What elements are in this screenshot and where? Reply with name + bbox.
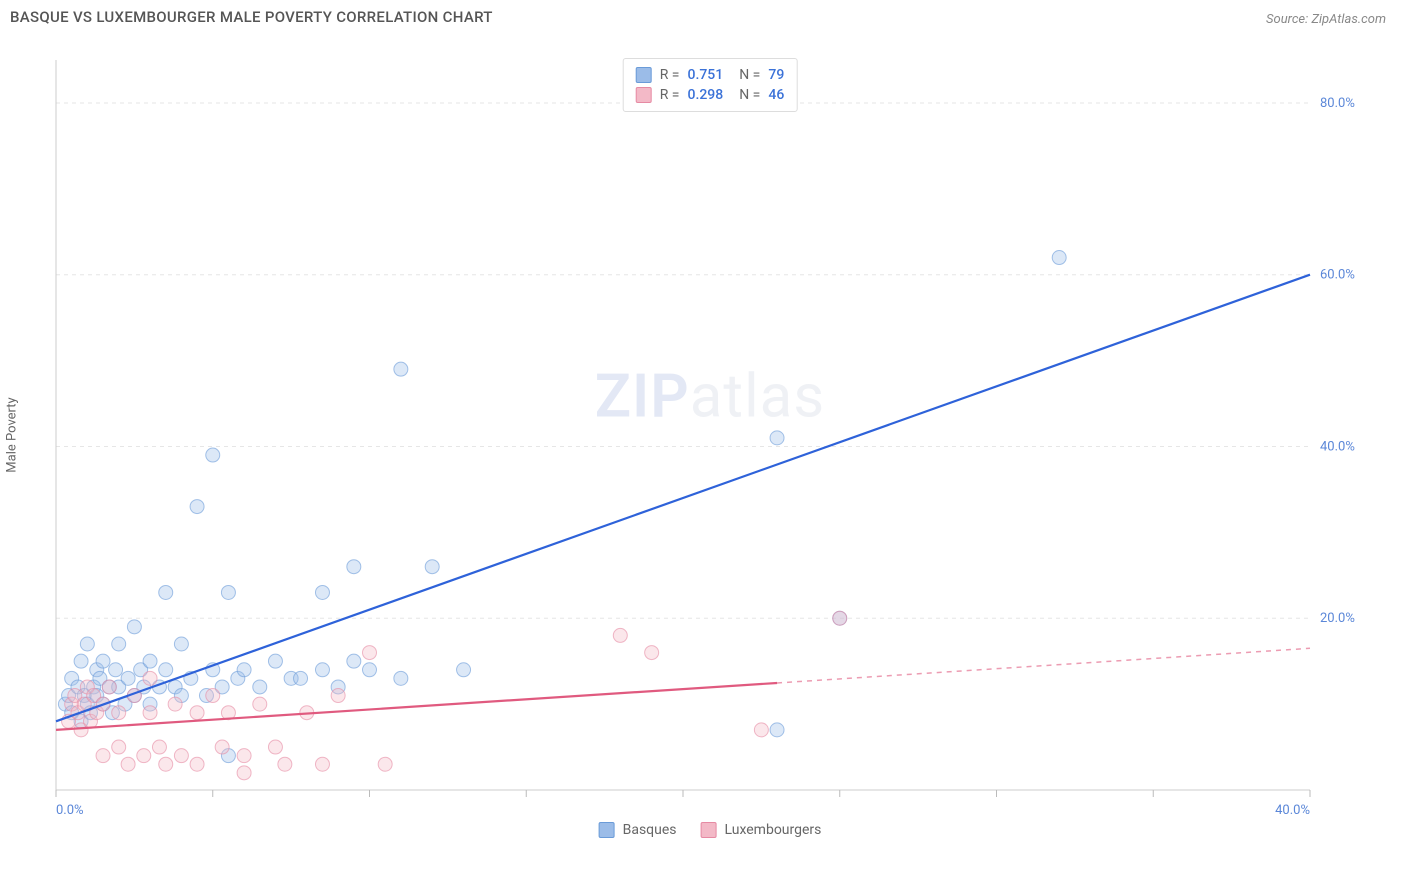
series-legend: Basques Luxembourgers (599, 822, 822, 838)
data-point (96, 749, 110, 763)
data-point (613, 628, 627, 642)
data-point (394, 671, 408, 685)
data-point (112, 706, 126, 720)
data-point (237, 766, 251, 780)
regression-line (56, 275, 1310, 722)
data-point (457, 663, 471, 677)
source-value: ZipAtlas.com (1311, 12, 1386, 27)
data-point (253, 680, 267, 694)
chart-title: BASQUE VS LUXEMBOURGER MALE POVERTY CORR… (10, 8, 493, 27)
legend-series-name: Basques (623, 822, 677, 838)
x-tick-label: 0.0% (56, 803, 84, 818)
data-point (159, 663, 173, 677)
data-point (268, 654, 282, 668)
data-point (237, 749, 251, 763)
data-point (294, 671, 308, 685)
n-value: 79 (768, 67, 784, 83)
legend-item: Luxembourgers (700, 822, 821, 838)
y-tick-label: 60.0% (1320, 268, 1355, 283)
legend-stats-row: R = 0.751 N = 79 (636, 65, 785, 85)
r-label: R = (660, 67, 680, 83)
data-point (645, 646, 659, 660)
legend-swatch (636, 87, 652, 103)
data-point (347, 560, 361, 574)
y-axis-label: Male Poverty (5, 397, 20, 472)
data-point (378, 757, 392, 771)
data-point (770, 723, 784, 737)
y-tick-label: 80.0% (1320, 96, 1355, 111)
n-value: 46 (768, 87, 784, 103)
data-point (112, 740, 126, 754)
legend-item: Basques (599, 822, 677, 838)
legend-series-name: Luxembourgers (724, 822, 821, 838)
data-point (278, 757, 292, 771)
data-point (315, 663, 329, 677)
legend-swatch (636, 67, 652, 83)
data-point (315, 757, 329, 771)
data-point (253, 697, 267, 711)
data-point (754, 723, 768, 737)
data-point (109, 663, 123, 677)
data-point (96, 654, 110, 668)
data-point (394, 362, 408, 376)
r-value: 0.298 (688, 87, 724, 103)
data-point (152, 740, 166, 754)
n-label: N = (739, 87, 760, 103)
data-point (331, 689, 345, 703)
data-point (159, 585, 173, 599)
n-label: N = (739, 67, 760, 83)
data-point (174, 637, 188, 651)
data-point (190, 706, 204, 720)
legend-stats-row: R = 0.298 N = 46 (636, 85, 785, 105)
data-point (206, 689, 220, 703)
data-point (237, 663, 251, 677)
data-point (425, 560, 439, 574)
data-point (168, 697, 182, 711)
y-tick-label: 40.0% (1320, 439, 1355, 454)
legend-stats-box: R = 0.751 N = 79 R = 0.298 N = 46 (623, 58, 798, 112)
r-label: R = (660, 87, 680, 103)
data-point (215, 740, 229, 754)
data-point (159, 757, 173, 771)
data-point (74, 654, 88, 668)
data-point (347, 654, 361, 668)
data-point (363, 646, 377, 660)
chart-area: Male Poverty 0.0%40.0%20.0%40.0%60.0%80.… (50, 40, 1370, 830)
data-point (121, 757, 135, 771)
data-point (80, 637, 94, 651)
data-point (190, 757, 204, 771)
data-point (112, 637, 126, 651)
data-point (833, 611, 847, 625)
scatter-plot: 0.0% 40.0% 20.0% 40.0% 60.0% 80.0% (50, 40, 1370, 830)
data-point (206, 448, 220, 462)
data-point (268, 740, 282, 754)
data-point (190, 500, 204, 514)
data-point (174, 749, 188, 763)
data-point (363, 663, 377, 677)
data-point (121, 671, 135, 685)
source-label: Source: (1266, 12, 1311, 27)
r-value: 0.751 (688, 67, 724, 83)
data-point (221, 585, 235, 599)
data-point (1052, 251, 1066, 265)
legend-swatch (599, 822, 615, 838)
data-point (137, 749, 151, 763)
source-attribution: Source: ZipAtlas.com (1266, 8, 1386, 27)
data-point (315, 585, 329, 599)
y-tick-label: 20.0% (1320, 611, 1355, 626)
legend-swatch (700, 822, 716, 838)
data-point (127, 620, 141, 634)
data-point (770, 431, 784, 445)
data-point (143, 706, 157, 720)
x-tick-label: 40.0% (1275, 803, 1310, 818)
data-point (143, 671, 157, 685)
data-point (143, 654, 157, 668)
regression-line-extrapolated (777, 648, 1310, 683)
data-point (102, 680, 116, 694)
